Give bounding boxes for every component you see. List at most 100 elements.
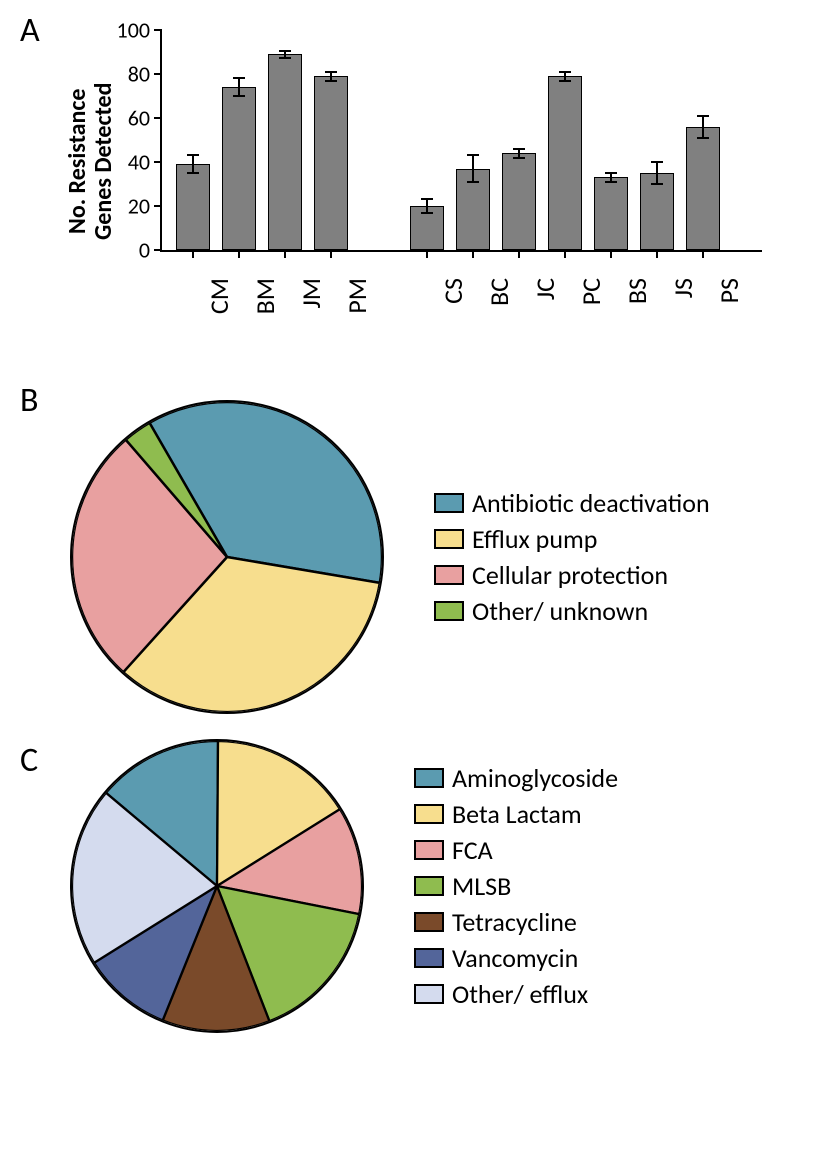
legend-label: Beta Lactam <box>452 798 582 830</box>
x-tick <box>330 250 332 258</box>
y-tick-label: 100 <box>112 17 150 44</box>
panel-c-label: C <box>20 740 38 781</box>
x-tick <box>610 250 612 258</box>
bar <box>548 76 582 250</box>
error-cap <box>325 71 337 73</box>
y-tick <box>154 249 162 251</box>
error-cap <box>279 50 291 52</box>
x-tick <box>238 250 240 258</box>
pie-b-wrap <box>70 400 384 714</box>
legend-item: Efflux pump <box>434 523 710 555</box>
legend-item: Beta Lactam <box>414 798 618 830</box>
legend-item: MLSB <box>414 870 618 902</box>
error-cap <box>467 181 479 183</box>
legend-swatch <box>414 876 444 896</box>
error-cap <box>187 154 199 156</box>
y-tick-label: 40 <box>112 149 150 176</box>
error-cap <box>651 183 663 185</box>
panel-a-label: A <box>20 10 40 51</box>
figure-root: A No. Resistance Genes Detected 02040608… <box>20 20 801 1033</box>
error-cap <box>697 137 709 139</box>
legend-item: Vancomycin <box>414 942 618 974</box>
error-cap <box>325 80 337 82</box>
x-tick <box>426 250 428 258</box>
bar <box>686 127 720 250</box>
error-cap <box>513 148 525 150</box>
error-cap <box>187 172 199 174</box>
x-label: JS <box>667 278 699 298</box>
legend-label: Antibiotic deactivation <box>472 487 710 519</box>
bar <box>594 177 628 250</box>
legend-swatch <box>434 493 464 513</box>
legend-label: Aminoglycoside <box>452 762 618 794</box>
x-label: BC <box>483 278 515 306</box>
legend-label: Vancomycin <box>452 942 578 974</box>
error-cap <box>697 115 709 117</box>
panel-c: AminoglycosideBeta LactamFCAMLSBTetracyc… <box>70 739 801 1033</box>
y-tick-label: 0 <box>112 237 150 264</box>
error-cap <box>233 95 245 97</box>
error-cap <box>513 157 525 159</box>
y-tick <box>154 205 162 207</box>
legend-label: Efflux pump <box>472 523 597 555</box>
error-bar <box>238 78 240 96</box>
legend-swatch <box>414 840 444 860</box>
x-tick <box>284 250 286 258</box>
error-cap <box>605 172 617 174</box>
y-tick-label: 80 <box>112 61 150 88</box>
y-tick <box>154 161 162 163</box>
legend-item: Other/ efflux <box>414 978 618 1010</box>
bar <box>314 76 348 250</box>
legend-b: Antibiotic deactivation Efflux pump Cellul… <box>434 487 710 627</box>
error-cap <box>279 57 291 59</box>
y-tick-label: 20 <box>112 193 150 220</box>
error-cap <box>559 71 571 73</box>
x-tick <box>702 250 704 258</box>
error-cap <box>559 80 571 82</box>
x-label: JC <box>529 278 561 300</box>
legend-item: FCA <box>414 834 618 866</box>
legend-swatch <box>414 948 444 968</box>
bar <box>268 54 302 250</box>
legend-item: Other/ unknown <box>434 595 710 627</box>
x-label: PS <box>713 278 745 303</box>
chart-area: 020406080100CMBMJMPMCSBCJCPCBSJSPS <box>160 30 762 252</box>
x-tick <box>564 250 566 258</box>
pie-b <box>70 400 384 714</box>
x-label: PM <box>341 278 373 314</box>
error-cap <box>605 181 617 183</box>
pie-c-wrap <box>70 739 364 1033</box>
legend-swatch <box>434 601 464 621</box>
legend-label: Other/ unknown <box>472 595 648 627</box>
x-tick <box>472 250 474 258</box>
legend-label: FCA <box>452 834 493 866</box>
error-cap <box>421 212 433 214</box>
y-tick <box>154 117 162 119</box>
x-label: PC <box>575 278 607 305</box>
error-bar <box>426 199 428 212</box>
pie-c <box>70 739 364 1033</box>
legend-label: Cellular protection <box>472 559 668 591</box>
error-cap <box>651 161 663 163</box>
y-tick <box>154 73 162 75</box>
y-axis-label: No. Resistance Genes Detected <box>65 82 118 240</box>
legend-swatch <box>434 529 464 549</box>
error-cap <box>233 77 245 79</box>
panel-b-label: B <box>20 380 39 421</box>
bar <box>176 164 210 250</box>
legend-label: MLSB <box>452 870 511 902</box>
bar <box>502 153 536 250</box>
x-label: BM <box>249 278 281 314</box>
error-cap <box>467 154 479 156</box>
legend-swatch <box>414 804 444 824</box>
error-cap <box>421 198 433 200</box>
legend-item: Cellular protection <box>434 559 710 591</box>
legend-label: Other/ efflux <box>452 978 588 1010</box>
x-label: JM <box>295 278 327 309</box>
legend-swatch <box>414 984 444 1004</box>
legend-swatch <box>414 912 444 932</box>
legend-item: Aminoglycoside <box>414 762 618 794</box>
bar <box>222 87 256 250</box>
legend-swatch <box>434 565 464 585</box>
y-tick <box>154 29 162 31</box>
